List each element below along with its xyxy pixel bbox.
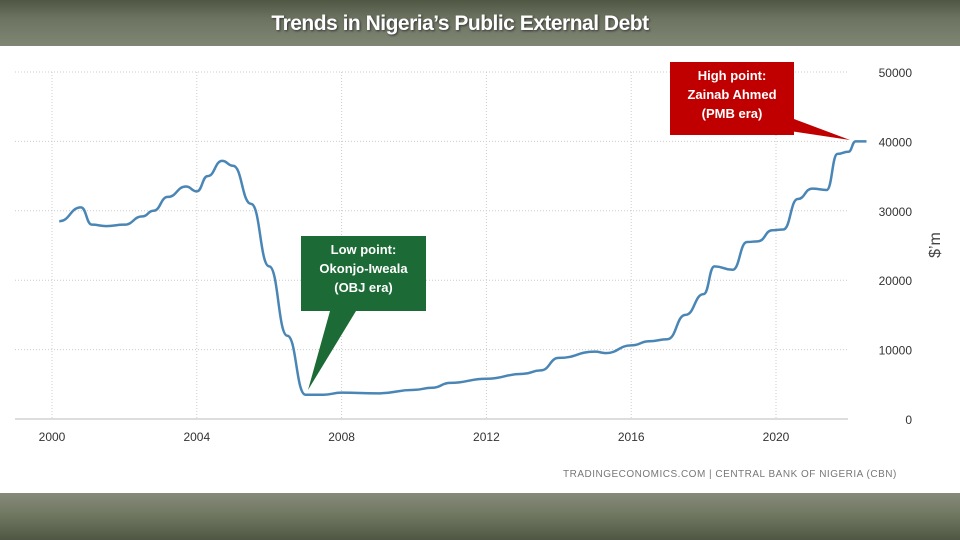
callout-line: Zainab Ahmed: [687, 87, 777, 102]
series-line-external-debt: [59, 140, 867, 396]
page-title: Trends in Nigeria’s Public External Debt: [271, 12, 649, 35]
low-callout-pointer: [308, 311, 356, 390]
low-point-callout: Low point: Okonjo-Iweala (OBJ era): [301, 236, 426, 311]
y-tick-label: 0: [905, 413, 912, 427]
callout-line: Okonjo-Iweala: [319, 261, 408, 276]
source-credit: TRADINGECONOMICS.COM | CENTRAL BANK OF N…: [563, 469, 897, 480]
high-point-callout: High point: Zainab Ahmed (PMB era): [670, 62, 794, 135]
bottom-banner: [0, 493, 960, 540]
callout-line: (OBJ era): [334, 280, 393, 295]
y-tick-label: 20000: [879, 274, 913, 288]
x-tick-label: 2012: [473, 430, 500, 444]
y-tick-label: 10000: [879, 344, 913, 358]
x-tick-label: 2000: [39, 430, 66, 444]
y-tick-label: 50000: [879, 66, 913, 80]
callout-line: Low point:: [330, 242, 397, 257]
y-tick-label: 30000: [879, 205, 913, 219]
callout-line: High point:: [697, 68, 767, 83]
x-tick-label: 2020: [763, 430, 790, 444]
callout-line: (PMB era): [701, 106, 763, 121]
x-tick-label: 2004: [183, 430, 210, 444]
y-tick-label: 40000: [879, 135, 913, 149]
y-axis-label: $’m: [927, 232, 944, 258]
x-tick-label: 2016: [618, 430, 645, 444]
top-banner: [0, 0, 960, 46]
x-tick-label: 2008: [328, 430, 355, 444]
